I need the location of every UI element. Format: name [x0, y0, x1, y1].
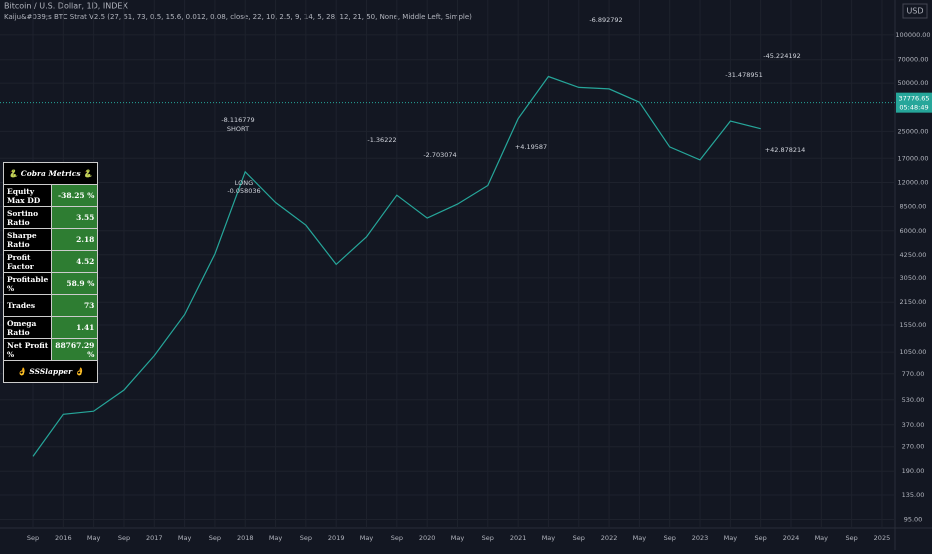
metrics-cell: 1.41 — [51, 316, 99, 339]
x-tick-label: Sep — [209, 534, 221, 542]
x-tick-label: Sep — [27, 534, 39, 542]
x-tick-label: Sep — [391, 534, 403, 542]
metrics-cell: 2.18 — [51, 228, 99, 251]
y-tick-label: 135.00 — [902, 491, 925, 499]
x-tick-label: 2016 — [55, 534, 72, 542]
y-tick-label: 50000.00 — [897, 79, 928, 87]
metrics-row: Net Profit % 88767.29 % — [2, 338, 99, 361]
currency-box[interactable] — [902, 3, 928, 19]
trade-label: LONG — [235, 179, 253, 187]
metrics-row: Equity Max DD -38.25 % — [2, 184, 99, 207]
trade-label: SHORT — [227, 125, 249, 133]
metrics-row: Sortino Ratio 3.55 — [2, 206, 99, 229]
x-tick-label: May — [633, 534, 647, 542]
metrics-cell: Profit Factor — [2, 250, 53, 273]
x-tick-label: 2020 — [419, 534, 436, 542]
metrics-cell: Net Profit % — [2, 338, 53, 361]
strategy-info: Kaiju&#039;s BTC Strat V2.5 (27, 51, 73,… — [4, 13, 472, 21]
metrics-row: 👌 SSSlapper 👌 — [2, 360, 99, 383]
trade-label: -31.478951 — [725, 71, 763, 79]
y-tick-label: 1050.00 — [900, 348, 927, 356]
metrics-row: Trades 73 — [2, 294, 99, 317]
trade-label: -45.224192 — [763, 52, 801, 60]
metrics-cell: Profitable % — [2, 272, 53, 295]
trade-label: +4.19587 — [515, 143, 547, 151]
y-tick-label: 12000.00 — [897, 179, 928, 187]
x-tick-label: 2019 — [328, 534, 345, 542]
metrics-row: Omega Ratio 1.41 — [2, 316, 99, 339]
chart-title: Bitcoin / U.S. Dollar, 1D, INDEX — [4, 2, 128, 11]
metrics-cell: 3.55 — [51, 206, 99, 229]
y-tick-label: 8500.00 — [900, 203, 927, 211]
x-tick-label: Sep — [846, 534, 858, 542]
metrics-cell: 73 — [51, 294, 99, 317]
y-tick-label: 770.00 — [902, 370, 925, 378]
x-tick-label: May — [269, 534, 283, 542]
x-tick-label: May — [451, 534, 465, 542]
y-tick-label: 3050.00 — [900, 274, 927, 282]
last-price-tag — [896, 92, 932, 113]
x-tick-label: May — [815, 534, 829, 542]
metrics-cell: Equity Max DD — [2, 184, 53, 207]
x-tick-label: Sep — [755, 534, 767, 542]
y-tick-label: 270.00 — [902, 443, 925, 451]
metrics-cell: Sortino Ratio — [2, 206, 53, 229]
x-tick-label: Sep — [664, 534, 676, 542]
x-tick-label: May — [724, 534, 738, 542]
y-tick-label: 370.00 — [902, 421, 925, 429]
x-tick-label: Sep — [573, 534, 585, 542]
x-tick-label: 2025 — [874, 534, 891, 542]
last-price-label: 37776.65 — [898, 95, 929, 103]
y-tick-label: 6000.00 — [900, 227, 927, 235]
trade-label: -8.116779 — [221, 116, 254, 124]
metrics-cell: 🐍 Cobra Metrics 🐍 — [2, 162, 99, 185]
y-tick-label: 70000.00 — [897, 56, 928, 64]
trade-label: -0.058036 — [227, 187, 260, 195]
x-tick-label: 2024 — [783, 534, 800, 542]
countdown: 05:48:49 — [899, 104, 928, 112]
metrics-cell: Sharpe Ratio — [2, 228, 53, 251]
y-tick-label: 190.00 — [902, 467, 925, 475]
y-tick-label: 95.00 — [904, 515, 923, 523]
trade-label: -6.892792 — [589, 16, 622, 24]
x-tick-label: Sep — [118, 534, 130, 542]
x-tick-label: 2018 — [237, 534, 254, 542]
metrics-row: Sharpe Ratio 2.18 — [2, 228, 99, 251]
currency[interactable]: USD — [906, 7, 923, 16]
y-tick-label: 100000.00 — [895, 31, 930, 39]
metrics-cell: -38.25 % — [51, 184, 99, 207]
y-tick-label: 1550.00 — [900, 321, 927, 329]
x-tick-label: May — [542, 534, 556, 542]
x-tick-label: May — [360, 534, 374, 542]
metrics-cell: 58.9 % — [51, 272, 99, 295]
metrics-cell: Omega Ratio — [2, 316, 53, 339]
x-tick-label: 2023 — [692, 534, 709, 542]
metrics-row: Profitable % 58.9 % — [2, 272, 99, 295]
x-tick-label: Sep — [300, 534, 312, 542]
x-tick-label: 2022 — [601, 534, 618, 542]
metrics-cell: Trades — [2, 294, 53, 317]
trade-label: -1.36222 — [367, 136, 396, 144]
metrics-cell: 88767.29 % — [51, 338, 99, 361]
trade-label: +42.878214 — [765, 146, 806, 154]
y-tick-label: 4250.00 — [900, 251, 927, 259]
x-tick-label: Sep — [482, 534, 494, 542]
trade-label: -2.703074 — [423, 151, 456, 159]
x-tick-label: May — [87, 534, 101, 542]
x-tick-label: May — [178, 534, 192, 542]
y-tick-label: 2150.00 — [900, 298, 927, 306]
metrics-table: 🐍 Cobra Metrics 🐍 Equity Max DD -38.25 % So… — [2, 162, 99, 383]
x-tick-label: 2021 — [510, 534, 527, 542]
x-tick-label: 2017 — [146, 534, 163, 542]
y-tick-label: 25000.00 — [897, 127, 928, 135]
metrics-cell: 4.52 — [51, 250, 99, 273]
metrics-cell: 👌 SSSlapper 👌 — [2, 360, 99, 383]
metrics-row: Profit Factor 4.52 — [2, 250, 99, 273]
y-tick-label: 530.00 — [902, 396, 925, 404]
metrics-row: 🐍 Cobra Metrics 🐍 — [2, 162, 99, 185]
y-tick-label: 17000.00 — [897, 154, 928, 162]
